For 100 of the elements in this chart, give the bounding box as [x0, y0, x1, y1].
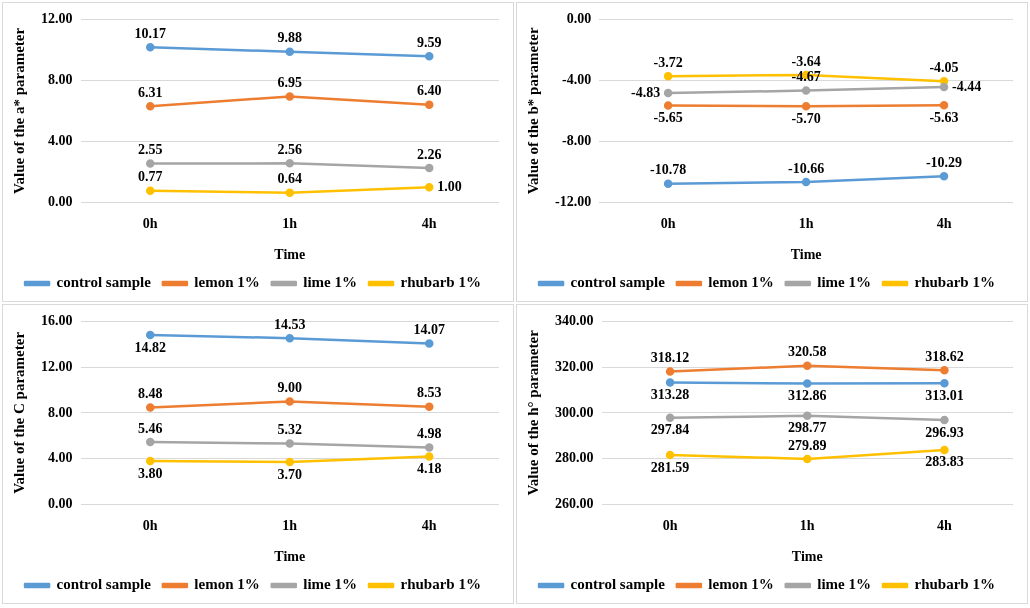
point [801, 177, 811, 187]
point [803, 361, 812, 371]
data-label: -10.66 [788, 160, 825, 176]
data-label: 8.53 [417, 385, 442, 401]
legend-label: lime 1% [817, 274, 872, 291]
data-label: -3.72 [653, 54, 683, 70]
data-label: 4.98 [417, 426, 442, 442]
y-tick-label: 300.00 [555, 404, 594, 420]
data-label: 2.55 [138, 142, 163, 158]
data-label: 296.93 [925, 424, 964, 440]
data-label: 298.77 [788, 420, 827, 436]
point [425, 163, 434, 173]
x-axis-title: Time [274, 247, 306, 263]
data-label: 6.40 [417, 83, 442, 99]
y-tick-label: 0.00 [48, 194, 73, 210]
y-axis-title: Value of the a* parameter [10, 27, 27, 194]
legend-label: rhubarb 1% [914, 274, 995, 291]
legend-label: lemon 1% [194, 576, 260, 593]
y-tick-label: -8.00 [561, 133, 592, 149]
data-label: -5.70 [791, 110, 821, 126]
legend-label: lime 1% [303, 274, 358, 291]
point [425, 182, 434, 192]
point [940, 378, 949, 388]
point [285, 333, 294, 343]
data-label: 283.83 [925, 454, 964, 470]
point [940, 366, 949, 375]
point [146, 43, 155, 52]
data-label: 14.82 [134, 339, 166, 355]
x-tick-label: 4h [936, 216, 952, 232]
point [146, 437, 155, 447]
y-axis-title: Value of the b* parameter [524, 27, 541, 195]
point [939, 82, 949, 92]
point [425, 452, 434, 461]
x-axis-title: Time [790, 247, 822, 263]
point [663, 88, 673, 98]
legend-label: lemon 1% [708, 576, 774, 593]
x-tick-label: 4h [937, 518, 953, 534]
y-tick-label: 0.00 [48, 496, 73, 512]
data-label: -4.83 [630, 84, 661, 100]
point [803, 454, 812, 464]
x-tick-label: 1h [282, 518, 298, 534]
x-axis-title: Time [791, 549, 823, 565]
data-label: -10.29 [925, 154, 963, 170]
y-tick-label: 12.00 [41, 11, 73, 27]
point [285, 397, 294, 406]
data-label: -4.44 [952, 78, 982, 94]
data-label: 8.48 [138, 386, 163, 402]
x-tick-label: 0h [662, 518, 678, 534]
y-tick-label: 280.00 [555, 450, 594, 466]
legend-label: rhubarb 1% [400, 274, 481, 291]
point [425, 402, 434, 412]
point [285, 439, 294, 448]
data-label: 10.17 [134, 25, 166, 41]
data-label: 313.01 [925, 387, 964, 403]
data-label: 9.88 [277, 30, 302, 46]
data-label: 279.89 [788, 437, 827, 453]
point [425, 51, 434, 61]
data-label: 320.58 [788, 344, 827, 360]
point [146, 403, 155, 412]
point [939, 172, 949, 181]
y-axis-title: Value of the C parameter [10, 331, 27, 494]
point [146, 330, 155, 340]
data-label: 5.32 [277, 422, 302, 438]
point [425, 100, 434, 110]
point [285, 457, 294, 467]
point [665, 378, 675, 387]
data-label: 281.59 [650, 459, 690, 475]
y-tick-label: 8.00 [48, 404, 73, 420]
point [146, 159, 155, 168]
y-tick-label: -12.00 [554, 194, 592, 210]
y-tick-label: 0.00 [566, 11, 592, 27]
legend-label: rhubarb 1% [400, 576, 481, 593]
point [285, 159, 294, 168]
point [803, 411, 812, 420]
point [146, 101, 155, 111]
data-label: 6.31 [138, 84, 163, 100]
legend-label: lime 1% [817, 576, 872, 593]
point [425, 443, 434, 452]
data-label: 297.84 [650, 422, 690, 438]
data-label: 4.18 [417, 461, 442, 477]
x-tick-label: 1h [798, 216, 814, 232]
point [940, 415, 949, 425]
data-label: -3.64 [791, 53, 821, 69]
point [803, 379, 812, 388]
legend-label: control sample [570, 274, 666, 291]
point [801, 102, 811, 111]
data-label: 6.95 [277, 75, 302, 91]
point [146, 456, 155, 466]
data-label: -5.63 [929, 109, 959, 125]
legend-label: lime 1% [303, 576, 358, 593]
y-tick-label: -4.00 [561, 72, 592, 88]
point [663, 71, 673, 81]
point [425, 339, 434, 348]
data-label: 3.70 [277, 466, 302, 482]
y-tick-label: 16.00 [41, 313, 73, 329]
data-label: 2.56 [277, 141, 302, 157]
y-tick-label: 8.00 [48, 72, 73, 88]
legend-label: control sample [570, 576, 666, 593]
point [663, 179, 673, 189]
legend-label: control sample [56, 576, 152, 593]
